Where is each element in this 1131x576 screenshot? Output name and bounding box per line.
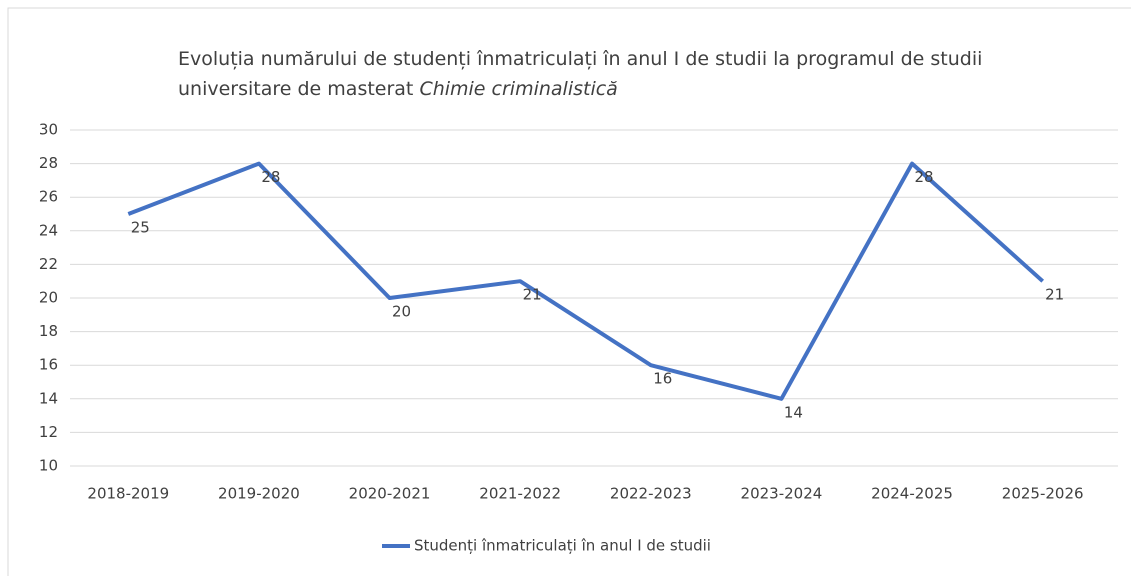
title-text: Evoluția numărului de studenți înmatricu…: [178, 48, 983, 100]
y-tick-label: 22: [39, 255, 58, 273]
data-label: 28: [261, 168, 280, 186]
y-tick-label: 30: [39, 121, 58, 139]
x-tick-label: 2022-2023: [610, 485, 692, 503]
y-tick-label: 26: [39, 188, 58, 206]
data-label: 16: [653, 370, 672, 388]
y-tick-label: 28: [39, 154, 58, 172]
x-tick-label: 2025-2026: [1002, 485, 1084, 503]
y-tick-label: 24: [39, 221, 58, 239]
y-tick-label: 20: [39, 289, 58, 307]
data-label: 21: [523, 286, 542, 304]
x-tick-label: 2018-2019: [87, 485, 169, 503]
y-tick-label: 16: [39, 356, 58, 374]
x-tick-label: 2024-2025: [871, 485, 953, 503]
y-tick-label: 14: [39, 389, 58, 407]
data-label: 25: [131, 219, 150, 237]
x-tick-label: 2021-2022: [479, 485, 561, 503]
data-label: 28: [915, 168, 934, 186]
data-label: 21: [1045, 286, 1064, 304]
x-tick-label: 2019-2020: [218, 485, 300, 503]
legend-label: Studenți înmatriculați în anul I de stud…: [414, 537, 711, 555]
data-label: 20: [392, 303, 411, 321]
chart-border: [7, 7, 1131, 576]
y-tick-label: 10: [39, 457, 58, 475]
y-tick-label: 12: [39, 423, 58, 441]
x-tick-label: 2023-2024: [741, 485, 823, 503]
data-label: 14: [784, 403, 803, 421]
chart-title: Evoluția numărului de studenți înmatricu…: [178, 44, 1078, 104]
data-line: [127, 161, 1045, 401]
title-italic: Chimie criminalistică: [419, 78, 618, 100]
x-tick-label: 2020-2021: [349, 485, 431, 503]
y-tick-label: 18: [39, 322, 58, 340]
